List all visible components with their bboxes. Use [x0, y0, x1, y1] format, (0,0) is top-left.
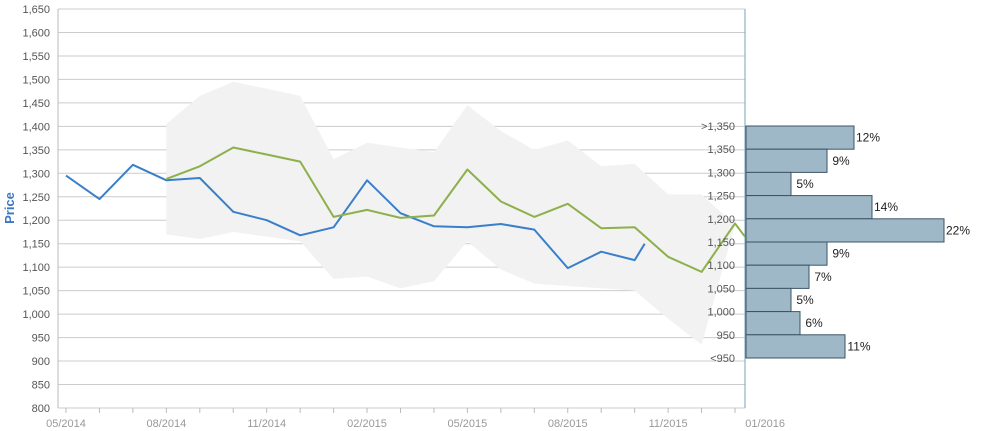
- y-tick-label: 900: [32, 356, 50, 368]
- x-tick-label: 05/2014: [46, 418, 86, 430]
- series-line-2: [166, 146, 746, 273]
- histogram-bin-label: 1,200: [707, 214, 735, 226]
- x-tick-label: 11/2015: [649, 418, 688, 430]
- x-tick-label: 02/2015: [347, 418, 387, 430]
- histogram-bar: [745, 171, 792, 197]
- y-tick-label: 1,450: [22, 98, 50, 110]
- series-lines: [65, 146, 746, 273]
- histogram-bin-label: 950: [717, 330, 735, 342]
- histogram-bin-label: 1,000: [707, 307, 735, 319]
- series-line-1: [65, 163, 646, 270]
- histogram-percent: 6%: [805, 316, 823, 330]
- y-tick-label: 800: [32, 403, 50, 415]
- histogram: 12% >1,350 9% 1,350 5% 1,300 14% 1,250 22% 1,200 9…: [701, 121, 970, 365]
- y-axis-ticks: 800 850 900 950 1,000 1,050 1,100 1,150 1,200 1,2…: [22, 4, 50, 415]
- x-tick-label: 01/2016: [745, 418, 785, 430]
- histogram-bin-label: >1,350: [701, 121, 735, 133]
- y-tick-label: 1,100: [22, 262, 50, 274]
- y-tick-label: 1,550: [22, 51, 50, 63]
- histogram-percent: 5%: [796, 293, 814, 307]
- y-tick-label: 1,000: [22, 309, 50, 321]
- histogram-bar: [745, 241, 828, 266]
- y-axis-title: Price: [2, 192, 17, 224]
- histogram-bar: [745, 148, 828, 173]
- histogram-percent: 7%: [814, 270, 832, 284]
- y-tick-label: 1,650: [22, 4, 50, 16]
- histogram-bar: [745, 264, 810, 289]
- band-area: [166, 81, 736, 345]
- y-tick-label: 1,400: [22, 121, 50, 133]
- y-tick-label: 1,150: [22, 239, 50, 251]
- y-tick-label: 850: [32, 380, 50, 392]
- histogram-bar: [745, 125, 855, 150]
- histogram-bar: [745, 287, 792, 313]
- histogram-bin-label: 1,100: [707, 260, 735, 272]
- y-tick-label: 1,350: [22, 145, 50, 157]
- histogram-bin-label: 1,350: [707, 144, 735, 156]
- y-tick-label: 1,250: [22, 192, 50, 204]
- y-tick-label: 1,300: [22, 168, 50, 180]
- histogram-percent: 9%: [832, 247, 850, 261]
- histogram-percent: 12%: [856, 131, 880, 145]
- histogram-percent: 5%: [796, 177, 814, 191]
- x-tick-label: 05/2015: [448, 418, 488, 430]
- histogram-bin-label: 1,150: [707, 237, 735, 249]
- histogram-bin-label: 1,250: [707, 191, 735, 203]
- histogram-percent: 11%: [847, 339, 870, 353]
- y-tick-label: 950: [32, 333, 50, 345]
- y-tick-label: 1,500: [22, 74, 50, 86]
- histogram-bin-label: 1,300: [707, 167, 735, 179]
- histogram-bin-label: 1,050: [707, 283, 735, 295]
- histogram-bar: [745, 311, 801, 336]
- y-tick-label: 1,600: [22, 27, 50, 39]
- forecast-band: [166, 81, 736, 345]
- histogram-percent: 22%: [946, 223, 970, 237]
- histogram-percent: 14%: [874, 200, 898, 214]
- x-axis-ticks: 05/2014 08/2014 11/2014 02/2015 05/2015 08/20…: [46, 408, 785, 430]
- y-tick-label: 1,200: [22, 215, 50, 227]
- histogram-bar: [745, 195, 873, 220]
- histogram-bin-label: <950: [710, 353, 735, 365]
- y-tick-label: 1,050: [22, 286, 50, 298]
- x-tick-label: 11/2014: [247, 418, 286, 430]
- x-tick-label: 08/2015: [548, 418, 588, 430]
- axes: [57, 9, 746, 408]
- histogram-bar: [745, 334, 846, 359]
- x-tick-label: 08/2014: [146, 418, 186, 430]
- histogram-percent: 9%: [832, 154, 850, 168]
- histogram-bar: [745, 218, 945, 243]
